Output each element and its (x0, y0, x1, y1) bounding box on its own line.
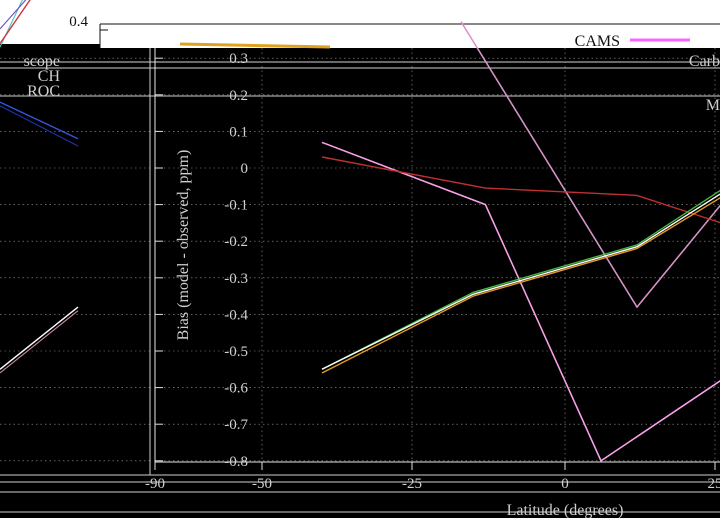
top-axis-tick-label: 0.4 (69, 14, 88, 30)
side-label-left-1: CH (38, 68, 61, 85)
top-white-band (0, 0, 720, 44)
top-panel-series-fragment (179, 42, 331, 49)
inset-series-line-5 (0, 105, 79, 147)
y-tick-label-11: -0.8 (224, 454, 248, 470)
x-tick-label-4: 25 (708, 476, 720, 492)
x-tick-label-3: 0 (561, 476, 569, 492)
axes-group: 0.3 0.2 0.1 0 -0.1 -0.2 -0.3 -0.4 -0.5 -0.6 -0.7 -0… (145, 48, 720, 492)
series-line-1 (321, 141, 720, 462)
series-line-5 (321, 197, 720, 374)
inset-series-line-2 (0, 0, 31, 44)
inset-series-line-1 (0, 0, 23, 48)
y-tick-label-8: -0.5 (224, 344, 248, 360)
grid-lines (0, 48, 720, 462)
y-tick-label-6: -0.3 (224, 271, 248, 287)
y-tick-label-2: 0.1 (229, 124, 248, 140)
side-label-left-0: scope (24, 53, 60, 70)
y-tick-label-3: 0 (241, 161, 249, 177)
y-tick-label-1: 0.2 (229, 88, 248, 104)
side-label-right-0: Carb (689, 53, 720, 70)
series-line-4 (321, 156, 720, 224)
side-label-right-1: M (706, 97, 720, 114)
inset-series-line-4 (0, 101, 79, 140)
series-group (321, 21, 720, 462)
series-line-7 (321, 193, 720, 370)
inset-series-line-0 (0, 0, 20, 41)
left-partial-panel (0, 0, 151, 475)
y-tick-label-0: 0.3 (229, 51, 248, 67)
series-line-2 (460, 21, 720, 309)
inset-series-line-7 (0, 310, 79, 374)
x-axis-label: Latitude (degrees) (507, 502, 624, 518)
inset-series-line-3 (0, 0, 27, 30)
y-tick-label-9: -0.6 (224, 381, 248, 397)
x-tick-label-0: -90 (145, 476, 165, 492)
y-axis-label: Bias (model - observed, ppm) (175, 150, 192, 341)
series-line-3 (460, 21, 720, 309)
y-tick-label-5: -0.2 (224, 234, 248, 250)
y-tick-label-10: -0.7 (224, 417, 248, 433)
top-white-strip (100, 44, 720, 48)
x-tick-label-1: -50 (252, 476, 272, 492)
y-tick-label-4: -0.1 (224, 198, 248, 214)
inset-series-line-6 (0, 306, 79, 370)
y-tick-label-7: -0.4 (224, 307, 248, 323)
x-tick-label-2: -25 (402, 476, 422, 492)
legend-entry-label: CAMS (575, 33, 620, 50)
series-line-6 (321, 189, 720, 370)
side-label-left-2: ROC (27, 83, 60, 100)
